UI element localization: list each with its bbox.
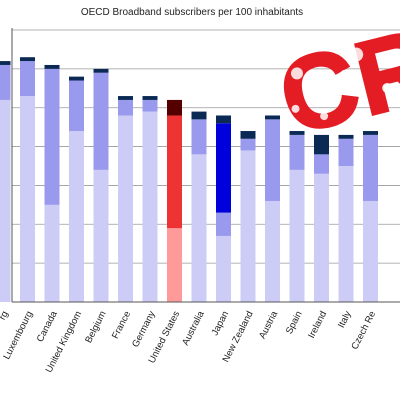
x-tick-label: France [110, 309, 133, 340]
stamp-speckle [291, 104, 300, 113]
bar-segment [240, 131, 256, 139]
stamp-speckle [340, 69, 349, 78]
stamp-speckle [290, 67, 303, 80]
bar-segment [338, 134, 354, 139]
x-tick-label: Italy [336, 309, 354, 330]
axes [11, 28, 400, 303]
bar-segment [240, 150, 256, 302]
bar-segment [216, 235, 231, 302]
stamp-speckle [320, 112, 329, 121]
x-tick-label: Japan [210, 309, 232, 337]
bar-segment [216, 212, 231, 236]
bar-segment [44, 68, 60, 205]
stamp-group: CRAP [268, 0, 400, 158]
stamp-text: CRAP [269, 0, 400, 157]
bar-segment [0, 99, 11, 302]
x-tick-label: Spain [284, 309, 305, 336]
bar-segment [191, 111, 207, 120]
x-tick-label: Germany [130, 309, 158, 349]
bar-segment [93, 68, 109, 73]
bar-segment [363, 134, 378, 201]
bar-segment [314, 154, 329, 174]
bar-segment [191, 119, 207, 155]
bar-segment [20, 57, 35, 62]
bar-segment [93, 72, 109, 170]
bar-segment [240, 138, 256, 151]
bar-segment [314, 173, 329, 302]
crap-stamp: CRAP [268, 0, 400, 158]
bar-segment [167, 228, 182, 302]
bar-segment [118, 115, 133, 302]
bar-segment [265, 119, 280, 201]
bar-segment [0, 64, 11, 100]
x-tick-label: Canada [35, 309, 60, 344]
bar-segment [142, 111, 158, 302]
bar-segment [167, 99, 182, 116]
bar-segment [93, 169, 109, 302]
x-tick-label: rg [0, 309, 11, 322]
stamp-speckle [349, 47, 364, 62]
bar-segment [289, 134, 305, 170]
bar-segment [69, 80, 84, 132]
stamp-speckle [382, 83, 393, 94]
bar-segment [363, 200, 378, 302]
bar-segment [216, 115, 231, 124]
bar-segment [69, 131, 84, 302]
bar-segment [118, 96, 133, 100]
bar-segment [118, 99, 133, 116]
bar-segment [338, 166, 354, 302]
bar-segment [0, 61, 11, 65]
bar-segment [289, 131, 305, 135]
bar-segment [142, 99, 158, 112]
x-tick-label: Austria [257, 309, 281, 341]
bar-segment [44, 64, 60, 69]
bar-segment [216, 123, 231, 213]
stamp-speckle [330, 89, 341, 100]
bar-segment [338, 138, 354, 166]
bar-segment [69, 76, 84, 81]
bar-segment [314, 134, 329, 155]
x-tick-label: Ireland [306, 309, 329, 340]
bar-segment [167, 115, 182, 229]
bar-segment [265, 200, 280, 302]
bar-segment [191, 154, 207, 302]
bar-segment [265, 115, 280, 120]
x-tick-label: Belgium [83, 309, 108, 345]
stamp-speckle [387, 54, 396, 63]
x-tick-label: Czech Re [349, 309, 378, 351]
bar-segment [142, 96, 158, 100]
bar-segment [20, 96, 35, 302]
bars [0, 57, 378, 302]
x-tick-label: Australia [180, 309, 207, 348]
bar-segment [289, 169, 305, 302]
bar-segment [44, 204, 60, 302]
bar-segment [20, 61, 35, 97]
bar-segment [363, 131, 378, 135]
chart-title: OECD Broadband subscribers per 100 inhab… [81, 7, 303, 18]
